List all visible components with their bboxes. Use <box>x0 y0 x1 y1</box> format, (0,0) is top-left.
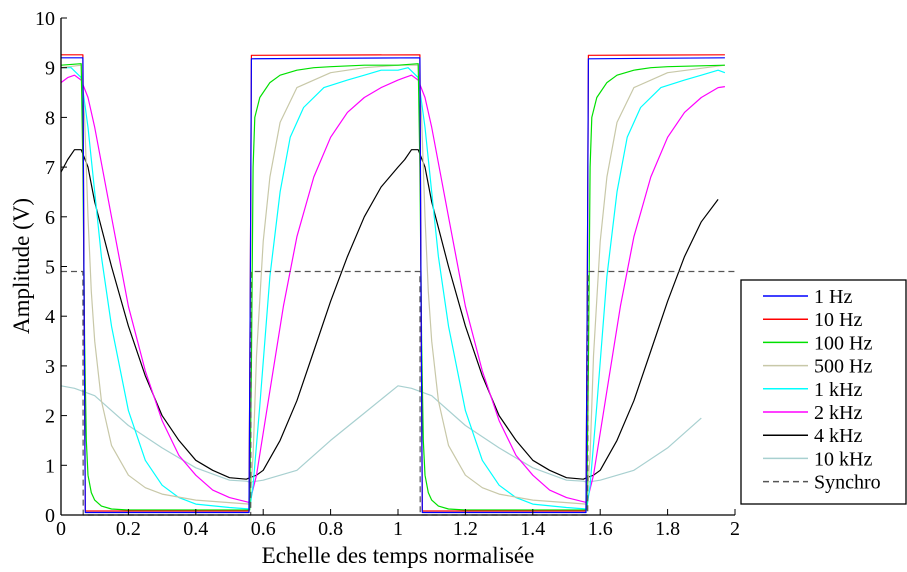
x-tick-label: 1 <box>393 518 403 540</box>
legend-label: 4 kHz <box>814 425 862 447</box>
y-tick-label: 8 <box>45 107 55 129</box>
plot-area <box>60 54 735 516</box>
y-tick-label: 7 <box>45 157 55 179</box>
series-line-500-hz <box>60 64 725 505</box>
series-line-synchro <box>61 270 735 516</box>
y-tick-label: 4 <box>45 306 55 328</box>
y-tick-label: 5 <box>45 257 55 279</box>
legend-label: 2 kHz <box>814 402 862 424</box>
y-axis-title: Amplitude (V) <box>9 198 34 334</box>
legend-label: 1 Hz <box>814 286 852 308</box>
legend-label: 100 Hz <box>814 332 872 354</box>
series-line-4-khz <box>60 149 719 480</box>
x-tick-label: 1.2 <box>453 518 478 540</box>
y-tick-label: 1 <box>45 455 55 477</box>
legend-label: 500 Hz <box>814 356 872 378</box>
y-tick-label: 0 <box>45 505 55 527</box>
series-line-1-khz <box>61 67 726 510</box>
legend-label: Synchro <box>814 472 881 494</box>
ticks: 0 0.2 0.4 0.6 0.8 1 1.2 1.4 1.6 1.8 2 0 1 2 3 4 5 6 7 8 9 10 <box>35 8 740 540</box>
x-axis-title: Echelle des temps normalisée <box>262 543 535 568</box>
x-tick-label: 2 <box>730 518 740 540</box>
y-tick-label: 6 <box>45 207 55 229</box>
x-tick-label: 1.4 <box>520 518 545 540</box>
y-tick-label: 3 <box>45 356 55 378</box>
y-tick-label: 9 <box>45 58 55 80</box>
x-tick-label: 0 <box>56 518 66 540</box>
legend-box <box>740 279 907 505</box>
series-line-2-khz <box>60 74 725 504</box>
x-tick-label: 0.8 <box>318 518 343 540</box>
x-tick-label: 0.4 <box>183 518 208 540</box>
x-tick-label: 0.2 <box>116 518 141 540</box>
legend-label: 1 kHz <box>814 379 862 401</box>
y-tick-label: 2 <box>45 406 55 428</box>
x-tick-label: 1.6 <box>588 518 613 540</box>
x-tick-label: 0.6 <box>251 518 276 540</box>
x-tick-label: 1.8 <box>655 518 680 540</box>
series-line-100-hz <box>60 63 725 511</box>
series-line-1-hz <box>61 57 725 514</box>
y-tick-label: 10 <box>35 8 55 30</box>
legend-label: 10 Hz <box>814 309 862 331</box>
legend-label: 10 kHz <box>814 448 872 470</box>
